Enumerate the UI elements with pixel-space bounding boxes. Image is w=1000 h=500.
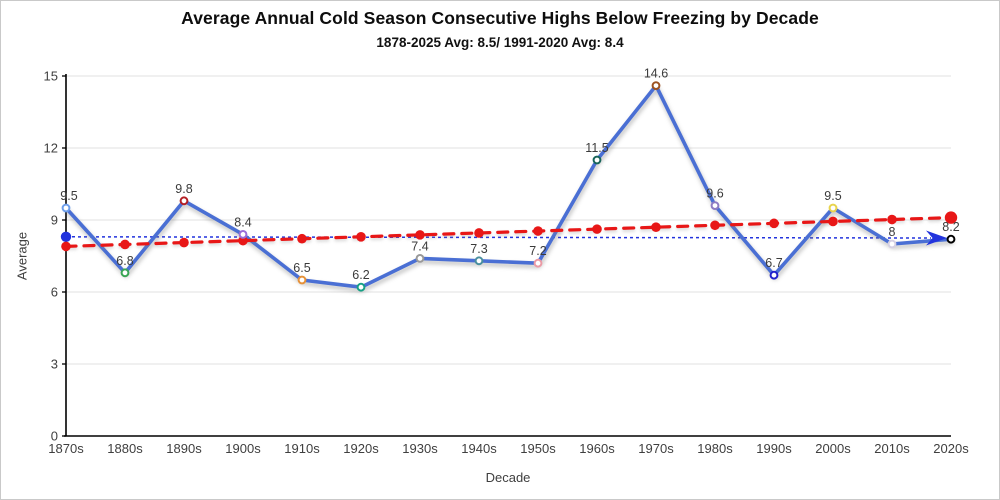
y-tick-label: 6	[51, 285, 58, 300]
data-point-label: 7.2	[529, 244, 546, 258]
x-tick-label: 2010s	[874, 441, 910, 456]
trend-point	[887, 214, 897, 225]
data-point-marker	[533, 258, 543, 268]
trend-point	[61, 241, 71, 252]
data-point-marker	[946, 234, 956, 244]
x-tick-label: 1990s	[756, 441, 792, 456]
data-point-marker	[238, 230, 248, 239]
data-point-marker	[179, 196, 189, 206]
data-point-label: 8	[889, 225, 896, 239]
data-point-marker	[592, 155, 602, 165]
x-tick-label: 1880s	[107, 441, 143, 456]
trend-point	[120, 239, 130, 250]
trend-point	[592, 224, 602, 234]
x-tick-label: 2020s	[933, 441, 969, 456]
data-point-label: 9.8	[175, 182, 192, 196]
data-point-label: 6.5	[293, 261, 310, 275]
x-tick-label: 2000s	[815, 441, 851, 456]
x-tick-label: 1890s	[166, 441, 202, 456]
x-tick-label: 1910s	[284, 441, 320, 456]
data-point-label: 9.6	[706, 187, 723, 201]
data-point-label: 8.2	[942, 220, 959, 234]
data-point-label: 6.8	[116, 254, 133, 268]
x-tick-label: 1950s	[520, 441, 556, 456]
data-point-marker	[887, 239, 897, 249]
data-point-marker	[415, 254, 425, 263]
trend-point	[474, 228, 484, 238]
data-point-marker	[828, 203, 838, 213]
data-point-label: 14.6	[644, 67, 668, 81]
main-series-line	[64, 83, 953, 290]
data-point-marker	[297, 275, 307, 285]
data-point-marker	[474, 256, 484, 266]
trend-point	[769, 218, 779, 229]
x-tick-label: 1940s	[461, 441, 497, 456]
data-point-marker	[710, 201, 720, 211]
x-tick-label: 1930s	[402, 441, 438, 456]
reference-start-dot	[60, 231, 72, 242]
reference-arrow-icon	[926, 230, 947, 246]
trend-point	[238, 235, 248, 246]
y-tick-label: 3	[51, 357, 58, 372]
data-point-label: 11.5	[585, 141, 608, 155]
data-point-label: 9.5	[60, 189, 77, 203]
trend-point	[828, 216, 838, 227]
data-point-marker	[120, 268, 130, 278]
x-tick-label: 1920s	[343, 441, 379, 456]
trend-point	[179, 237, 189, 248]
data-point-marker	[61, 203, 71, 213]
x-tick-label: 1870s	[48, 441, 84, 456]
chart-title: Average Annual Cold Season Consecutive H…	[181, 8, 819, 28]
data-point-label: 8.4	[234, 215, 251, 229]
data-point-marker	[651, 81, 661, 90]
trend-line	[64, 216, 953, 248]
chart-subtitle: 1878-2025 Avg: 8.5/ 1991-2020 Avg: 8.4	[376, 35, 624, 50]
y-tick-label: 0	[51, 429, 58, 444]
data-point-marker	[356, 282, 366, 292]
data-point-marker	[769, 270, 779, 280]
trend-point	[297, 233, 307, 244]
y-tick-label: 9	[51, 213, 58, 228]
x-tick-label: 1900s	[225, 441, 261, 456]
trend-point	[533, 226, 543, 236]
trend-point	[944, 211, 958, 224]
reference-line	[65, 236, 932, 239]
data-point-label: 6.7	[765, 256, 782, 270]
data-point-label: 7.3	[470, 242, 487, 256]
y-axis-title: Average	[14, 231, 30, 281]
y-tick-label: 12	[44, 141, 58, 156]
trend-point	[710, 220, 720, 231]
data-point-label: 9.5	[824, 189, 841, 203]
trend-point	[651, 222, 661, 232]
x-axis-title: Decade	[485, 470, 531, 485]
data-point-label: 6.2	[352, 268, 369, 282]
trend-point	[415, 230, 425, 240]
x-tick-label: 1970s	[638, 441, 674, 456]
x-tick-label: 1980s	[697, 441, 733, 456]
trend-point	[356, 232, 366, 242]
y-tick-label: 15	[44, 69, 58, 84]
x-tick-label: 1960s	[579, 441, 615, 456]
data-point-label: 7.4	[411, 239, 428, 253]
